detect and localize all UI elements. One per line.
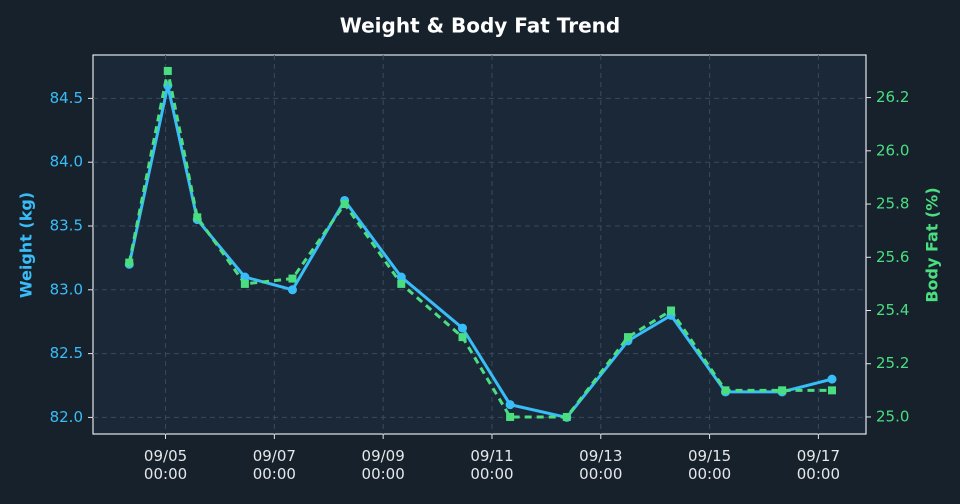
marker (827, 374, 837, 384)
marker (288, 274, 297, 283)
x-tick-label: 09/07 00:00 (253, 447, 296, 483)
marker (458, 333, 467, 342)
marker (340, 200, 349, 209)
y2-tick-label: 25.8 (876, 195, 909, 213)
y-tick-label: 82.5 (50, 344, 83, 362)
marker (562, 412, 571, 421)
marker (163, 66, 172, 75)
x-tick-label: 09/11 00:00 (470, 447, 513, 483)
marker (397, 279, 406, 288)
y2-tick-label: 25.0 (876, 407, 909, 425)
y-tick-label: 84.5 (50, 89, 83, 107)
y-tick-label: 84.0 (50, 153, 83, 171)
x-tick-label: 09/05 00:00 (144, 447, 187, 483)
y-axis-label: Weight (kg) (17, 192, 36, 298)
y2-tick-label: 25.2 (876, 354, 909, 372)
y-tick-label: 83.5 (50, 216, 83, 234)
marker (778, 386, 787, 395)
x-tick-label: 09/13 00:00 (579, 447, 622, 483)
x-tick-label: 09/15 00:00 (688, 447, 731, 483)
y2-tick-label: 26.2 (876, 88, 909, 106)
chart-title: Weight & Body Fat Trend (340, 14, 621, 38)
y2-tick-label: 26.0 (876, 141, 909, 159)
marker (505, 400, 515, 410)
y2-tick-label: 25.6 (876, 248, 909, 266)
y2-tick-label: 25.4 (876, 301, 909, 319)
marker (396, 272, 406, 282)
y2-axis-label: Body Fat (%) (923, 187, 942, 302)
x-tick-label: 09/17 00:00 (797, 447, 840, 483)
marker (240, 279, 249, 288)
plot-area (92, 54, 867, 435)
marker (827, 386, 836, 395)
marker (506, 412, 515, 421)
marker (457, 323, 467, 333)
y-tick-label: 82.0 (50, 408, 83, 426)
marker (721, 386, 730, 395)
y-tick-label: 83.0 (50, 280, 83, 298)
marker (125, 258, 134, 267)
marker (623, 333, 632, 342)
x-tick-label: 09/09 00:00 (362, 447, 405, 483)
marker (193, 213, 202, 222)
marker (667, 306, 676, 315)
marker (287, 285, 297, 295)
